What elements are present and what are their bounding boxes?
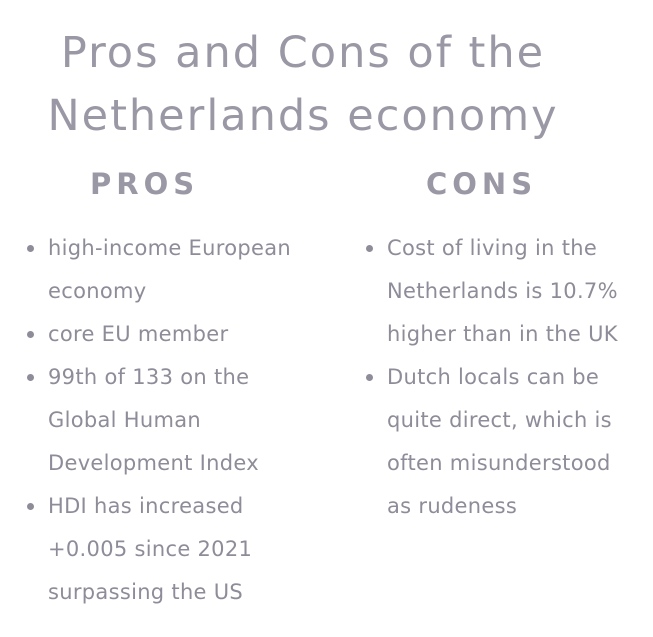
title-line-2: Netherlands economy: [47, 91, 559, 141]
pros-list: high-income European economy core EU mem…: [24, 227, 294, 614]
bullet-icon: [27, 245, 34, 252]
page-title: Pros and Cons of the Netherlands economy: [0, 22, 606, 148]
pros-item-text: core EU member: [48, 322, 229, 346]
pros-item-text: HDI has increased +0.005 since 2021 surp…: [48, 494, 253, 604]
cons-heading: CONS: [426, 167, 538, 201]
pros-item: core EU member: [24, 313, 294, 356]
bullet-icon: [366, 245, 373, 252]
cons-list: Cost of living in the Netherlands is 10.…: [363, 227, 633, 528]
pros-item: 99th of 133 on the Global Human Developm…: [24, 356, 294, 485]
pros-item: HDI has increased +0.005 since 2021 surp…: [24, 485, 294, 614]
pros-item: high-income European economy: [24, 227, 294, 313]
cons-item: Cost of living in the Netherlands is 10.…: [363, 227, 633, 356]
bullet-icon: [366, 374, 373, 381]
bullet-icon: [27, 503, 34, 510]
pros-item-text: high-income European economy: [48, 236, 291, 303]
cons-item-text: Dutch locals can be quite direct, which …: [387, 365, 612, 518]
pros-item-text: 99th of 133 on the Global Human Developm…: [48, 365, 259, 475]
cons-item: Dutch locals can be quite direct, which …: [363, 356, 633, 528]
pros-heading: PROS: [90, 167, 200, 201]
title-line-1: Pros and Cons of the: [60, 28, 546, 78]
bullet-icon: [27, 374, 34, 381]
cons-item-text: Cost of living in the Netherlands is 10.…: [387, 236, 618, 346]
bullet-icon: [27, 331, 34, 338]
